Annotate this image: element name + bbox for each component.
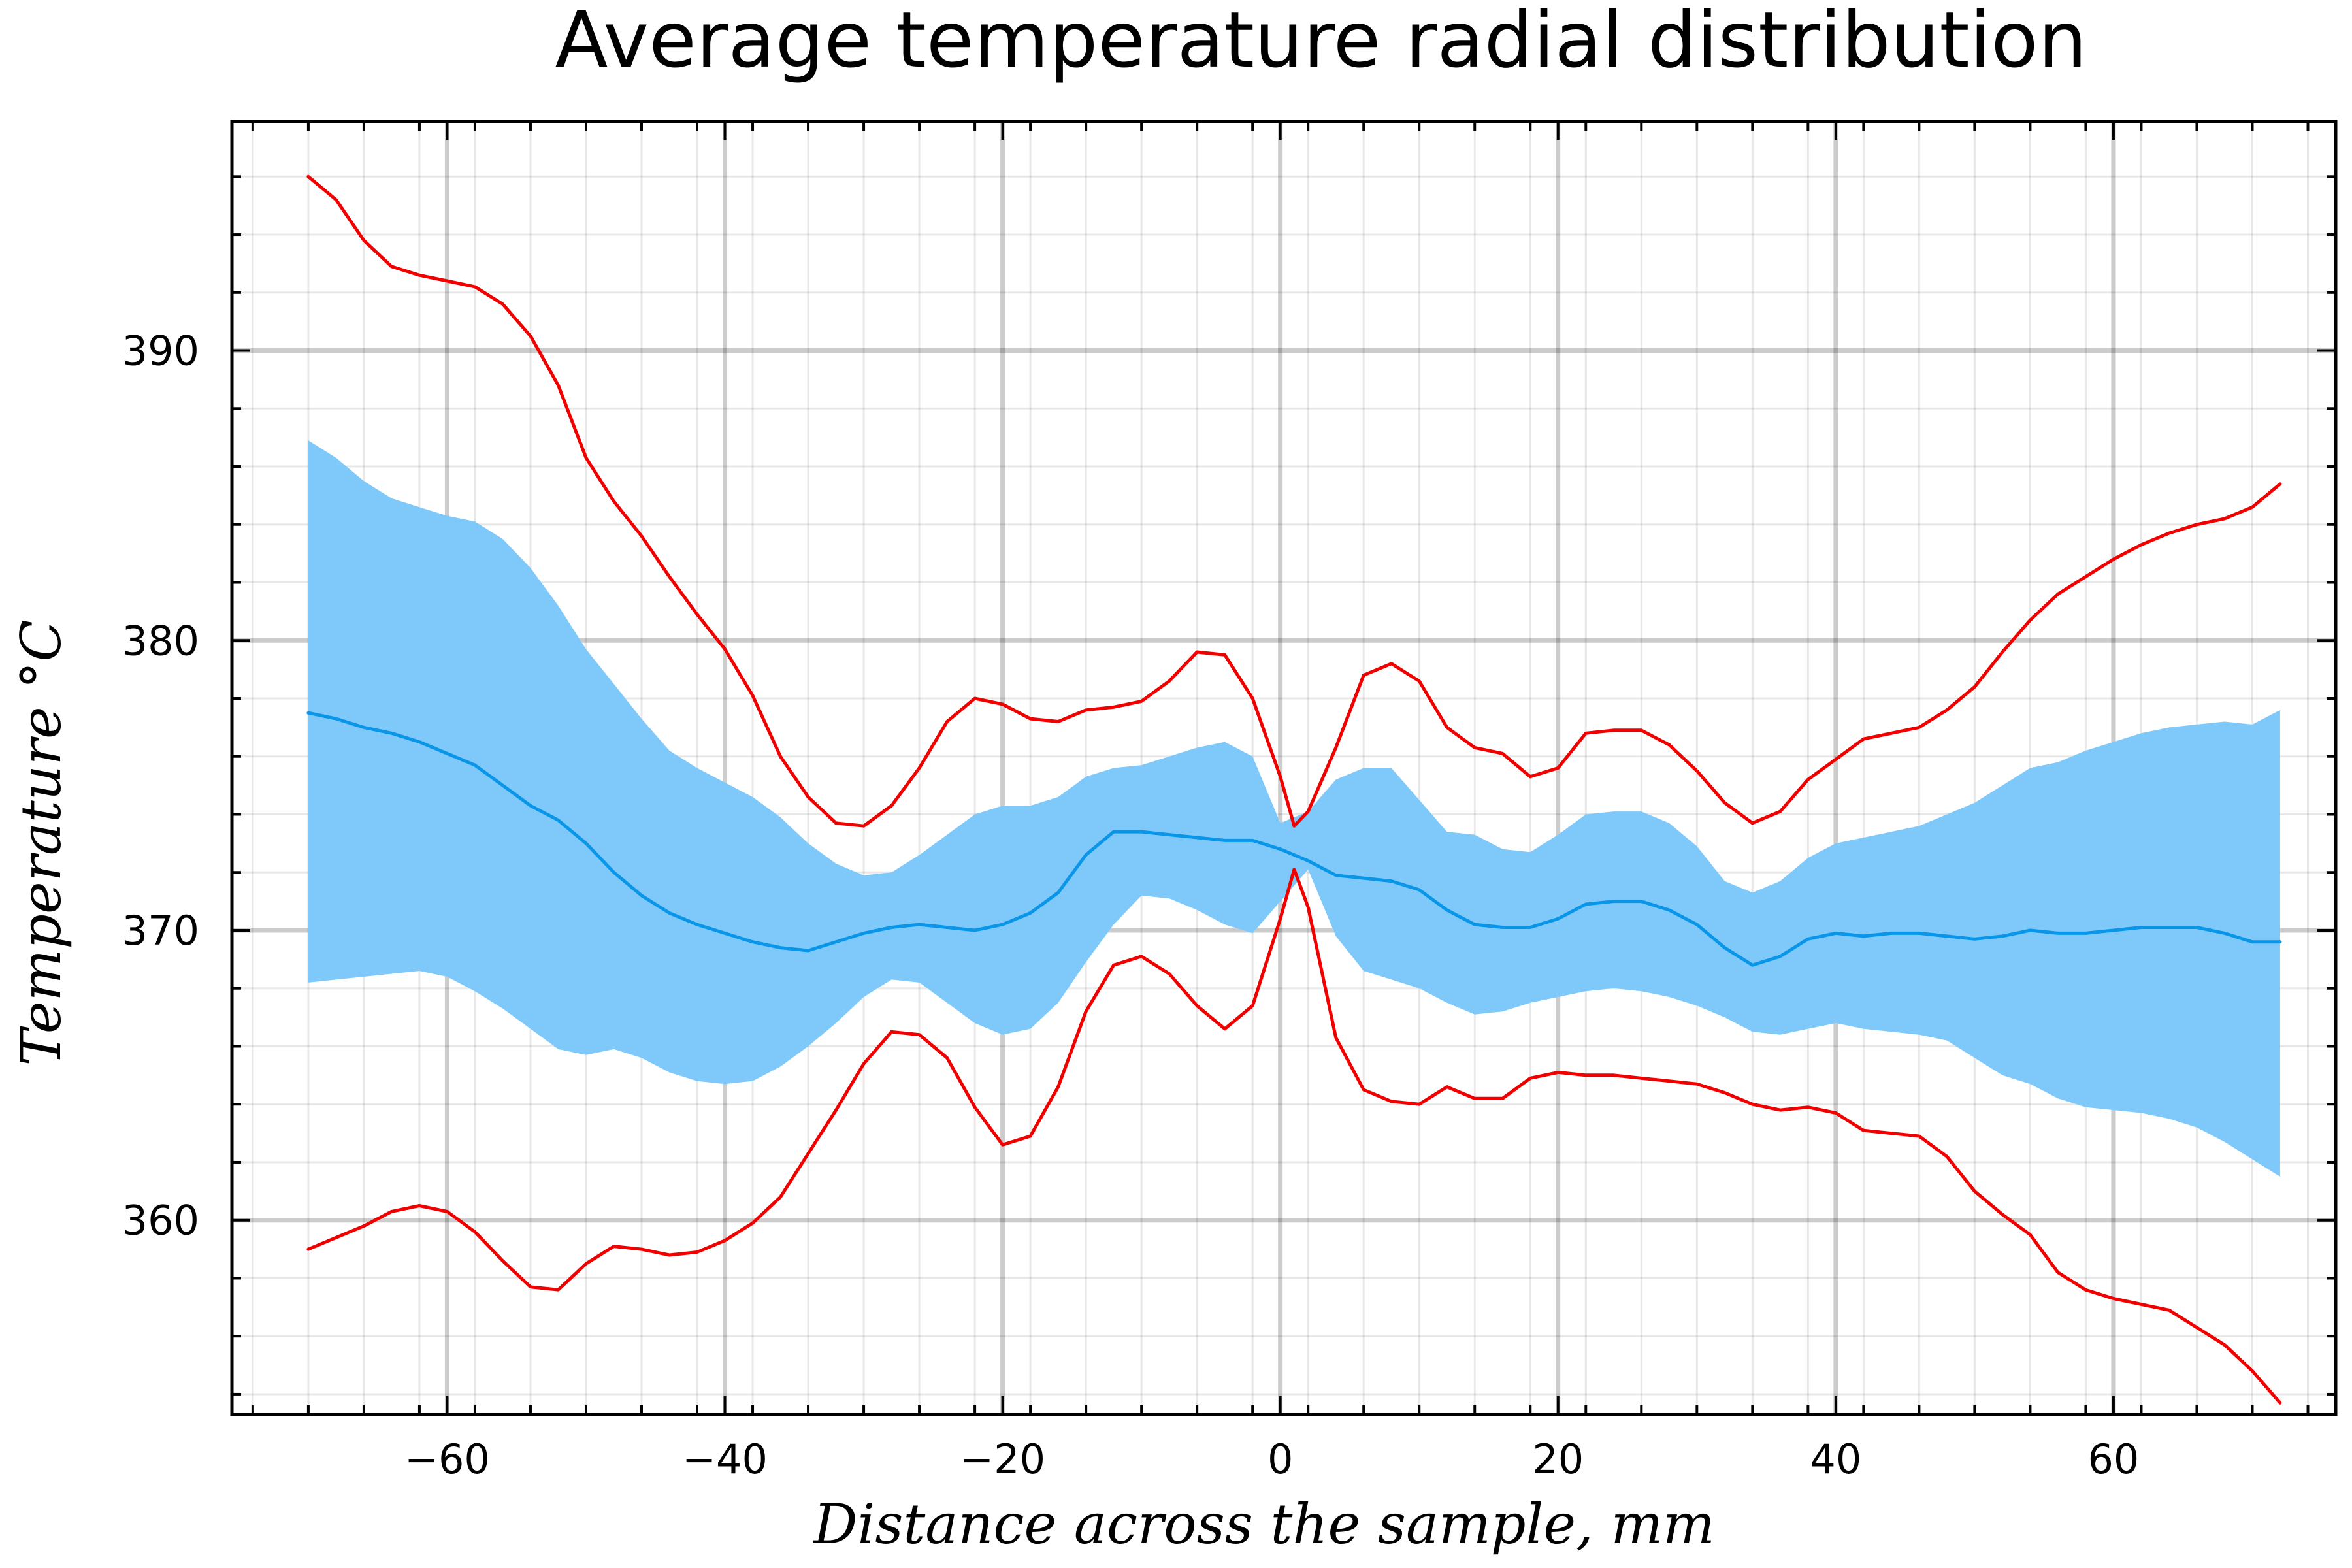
lower-extreme-line	[306, 868, 2282, 1405]
y-tick-label: 370	[122, 907, 199, 955]
confidence-band	[308, 440, 2281, 1177]
x-axis-label: Distance across the sample, mm	[812, 1492, 1715, 1556]
plot-frame	[230, 120, 2338, 1416]
chart-title: Average temperature radial distribution	[555, 0, 2087, 85]
upper-extreme-line	[306, 174, 2282, 828]
x-tick-label: −40	[682, 1435, 768, 1483]
y-tick-labels: 360 370 380 390	[122, 327, 199, 1245]
axis-ticks	[232, 122, 2336, 1414]
y-tick-label: 390	[122, 327, 199, 375]
y-tick-label: 380	[122, 617, 199, 664]
x-tick-label: −60	[404, 1435, 490, 1483]
x-tick-label: 40	[1810, 1435, 1861, 1483]
y-tick-label: 360	[122, 1197, 199, 1245]
y-axis-label: Temperature °C	[9, 619, 73, 1066]
x-tick-label: −20	[960, 1435, 1045, 1483]
x-tick-label: 20	[1532, 1435, 1584, 1483]
mean-line	[306, 711, 2282, 967]
x-tick-label: 0	[1267, 1435, 1293, 1483]
x-tick-labels: −60 −40 −20 0 20 40 60	[404, 1435, 2139, 1483]
plot-series	[306, 174, 2282, 1405]
x-tick-label: 60	[2087, 1435, 2139, 1483]
